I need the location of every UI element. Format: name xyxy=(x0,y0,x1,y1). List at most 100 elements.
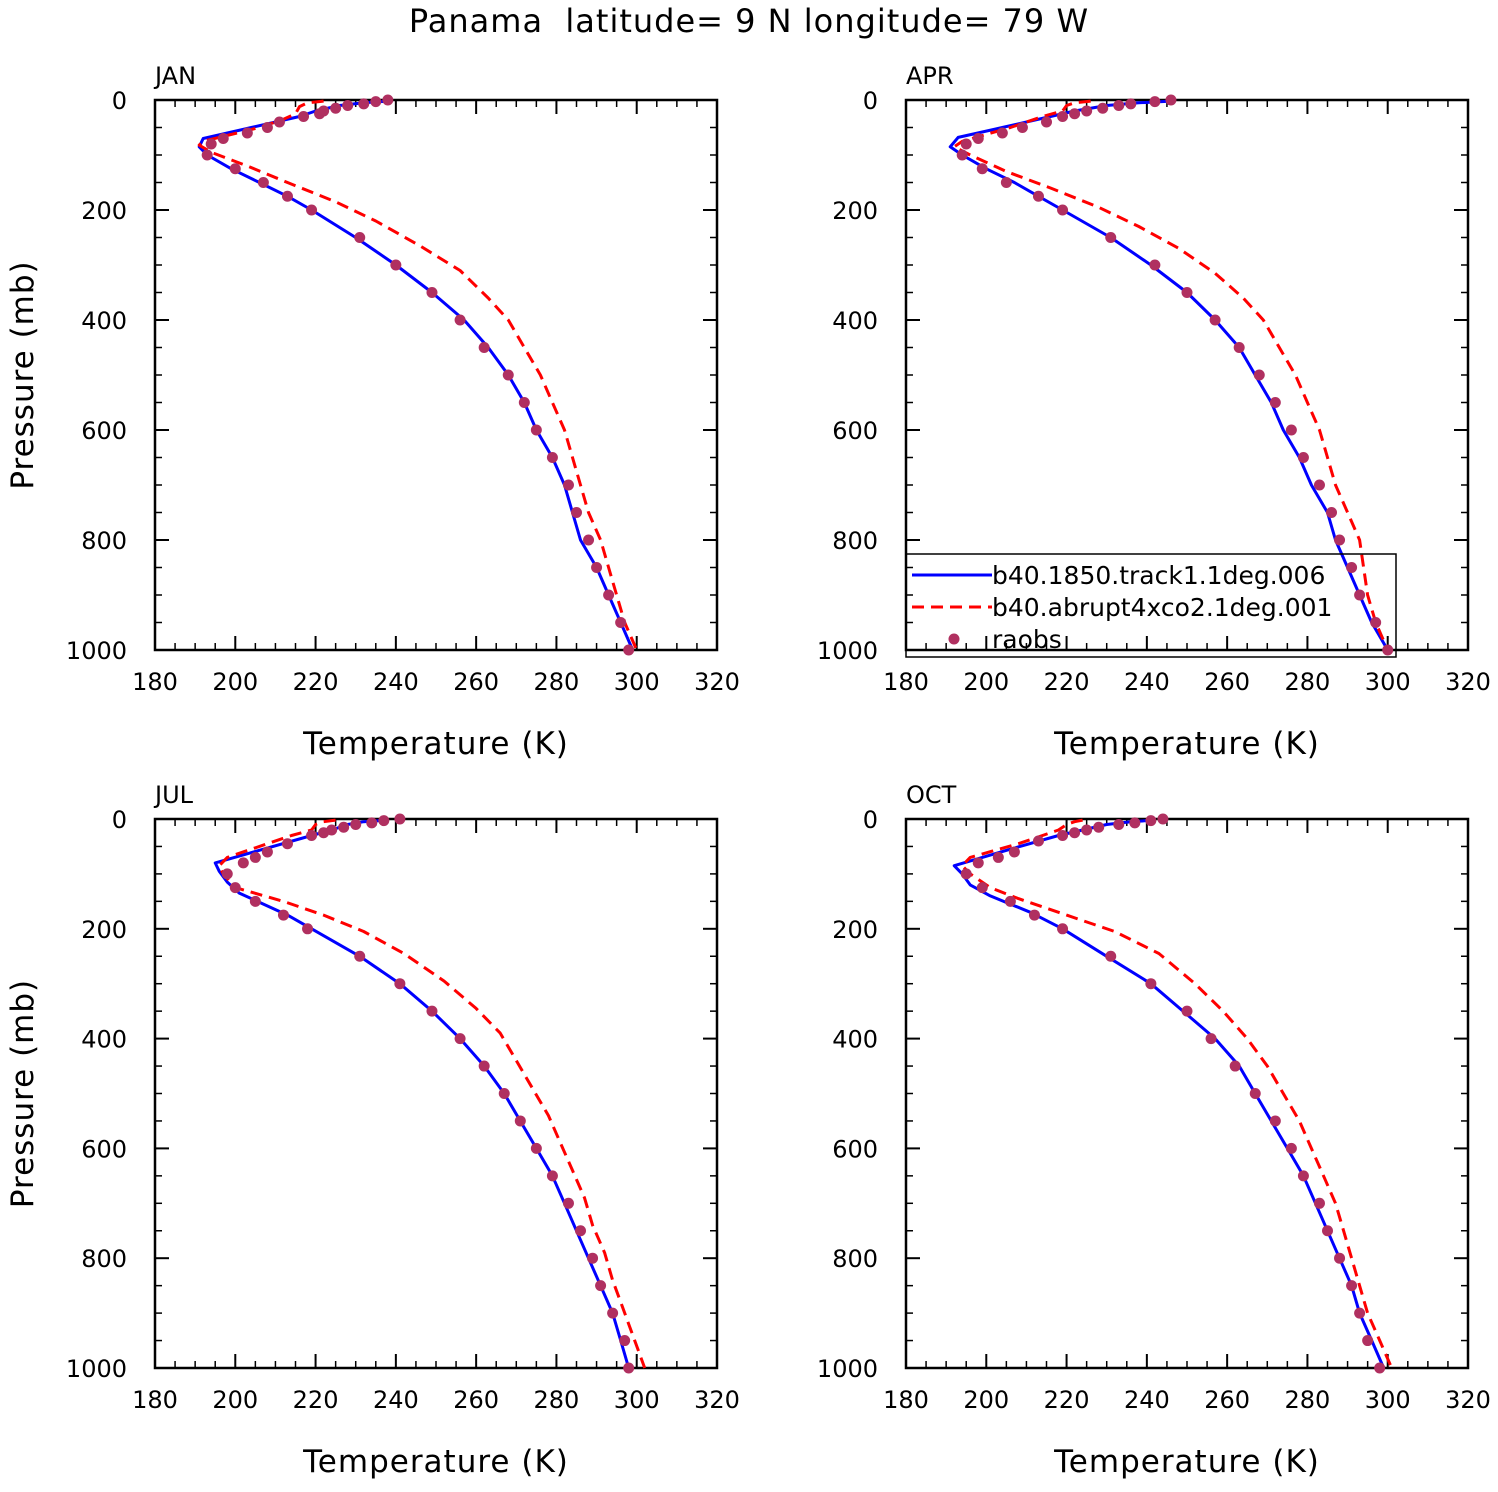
raobs-point xyxy=(229,882,241,894)
raobs-point xyxy=(358,98,370,110)
raobs-point xyxy=(354,950,366,962)
raobs-point xyxy=(960,868,972,880)
raobs-point xyxy=(221,868,233,880)
x-tick-label: 200 xyxy=(963,1386,1009,1414)
raobs-point xyxy=(972,133,984,144)
raobs-point xyxy=(1149,96,1161,108)
raobs-point xyxy=(394,978,406,990)
raobs-point xyxy=(249,895,261,907)
raobs-point xyxy=(237,857,249,869)
raobs-point xyxy=(1285,424,1297,436)
raobs-point xyxy=(318,827,330,839)
x-axis-label: Temperature (K) xyxy=(1053,726,1320,762)
raobs-point xyxy=(615,617,627,628)
raobs-point xyxy=(1285,1142,1297,1154)
raobs-point xyxy=(1354,589,1366,601)
raobs-point xyxy=(1165,94,1177,106)
x-tick-label: 280 xyxy=(534,668,580,696)
raobs-point xyxy=(454,1033,466,1045)
raobs-point xyxy=(1249,1088,1261,1099)
y-axis-label: Pressure (mb) xyxy=(5,260,41,489)
raobs-point xyxy=(1032,190,1044,202)
raobs-point xyxy=(1057,923,1069,935)
raobs-point xyxy=(976,882,988,894)
y-tick-label: 0 xyxy=(863,87,878,115)
panel-oct: 180 200 220 240 260 280 300 320 0 200 400 600 800 100… xyxy=(817,781,1491,1480)
raobs-point xyxy=(498,1088,510,1099)
raobs-point xyxy=(1004,895,1016,907)
raobs-point xyxy=(277,909,289,921)
raobs-point xyxy=(1145,978,1157,990)
raobs-point xyxy=(1209,314,1221,326)
raobs-point xyxy=(390,259,402,271)
y-tick-label: 800 xyxy=(81,1245,127,1273)
raobs-point xyxy=(205,138,217,150)
raobs-point xyxy=(1370,617,1382,628)
y-tick-label: 200 xyxy=(81,916,127,944)
x-tick-label: 180 xyxy=(883,1386,929,1414)
x-tick-label: 320 xyxy=(694,668,740,696)
panel-label: JUL xyxy=(153,781,194,809)
raobs-point xyxy=(960,138,972,150)
raobs-point xyxy=(1125,98,1137,110)
y-tick-label: 0 xyxy=(112,87,127,115)
x-tick-label: 180 xyxy=(132,668,178,696)
x-tick-label: 200 xyxy=(212,1386,258,1414)
y-tick-label: 1000 xyxy=(817,637,878,665)
panel-label: APR xyxy=(906,62,954,90)
raobs-point xyxy=(354,232,366,243)
raobs-point xyxy=(330,102,342,114)
raobs-point xyxy=(583,534,595,546)
raobs-point xyxy=(1105,950,1117,962)
x-axis-label: Temperature (K) xyxy=(302,1444,569,1480)
raobs-point xyxy=(502,369,514,381)
raobs-point xyxy=(1145,815,1157,827)
x-tick-label: 200 xyxy=(963,668,1009,696)
y-tick-label: 800 xyxy=(832,527,878,555)
raobs-point xyxy=(1041,116,1052,128)
x-tick-label: 200 xyxy=(212,668,258,696)
x-tick-label: 240 xyxy=(1124,1386,1170,1414)
x-axis-label: Temperature (K) xyxy=(302,726,569,762)
raobs-point xyxy=(229,163,241,175)
raobs-point xyxy=(1269,397,1281,408)
raobs-point xyxy=(1057,829,1069,841)
y-tick-label: 1000 xyxy=(66,637,127,665)
y-tick-label: 1000 xyxy=(817,1355,878,1383)
abrupt-series-line xyxy=(952,99,1390,651)
y-tick-label: 200 xyxy=(81,197,127,225)
raobs-point xyxy=(1032,835,1044,847)
x-tick-label: 300 xyxy=(614,668,660,696)
x-tick-label: 260 xyxy=(1204,668,1250,696)
legend-label: b40.abrupt4xco2.1deg.001 xyxy=(992,593,1332,622)
raobs-point xyxy=(302,923,314,935)
raobs-point xyxy=(546,1170,558,1182)
raobs-point xyxy=(1297,1170,1309,1182)
y-tick-label: 600 xyxy=(81,417,127,445)
x-tick-label: 280 xyxy=(1285,668,1331,696)
y-tick-label: 200 xyxy=(832,197,878,225)
raobs-point xyxy=(607,1307,619,1319)
raobs-point xyxy=(366,817,378,829)
raobs-point xyxy=(1334,534,1346,546)
y-tick-label: 1000 xyxy=(66,1355,127,1383)
x-tick-label: 320 xyxy=(694,1386,740,1414)
x-tick-label: 220 xyxy=(293,668,339,696)
raobs-point xyxy=(562,479,574,491)
raobs-point xyxy=(603,589,615,601)
raobs-point xyxy=(1181,1005,1193,1017)
control-series-line xyxy=(952,818,1386,1369)
y-tick-label: 600 xyxy=(832,417,878,445)
raobs-point xyxy=(992,851,1004,863)
raobs-point xyxy=(1093,821,1105,833)
x-tick-label: 300 xyxy=(1365,668,1411,696)
raobs-point xyxy=(1008,846,1020,858)
raobs-point xyxy=(1028,909,1040,921)
raobs-point xyxy=(1113,818,1125,830)
raobs-point xyxy=(518,397,530,408)
raobs-point xyxy=(281,838,293,850)
raobs-point xyxy=(619,1335,631,1347)
raobs-point xyxy=(1374,1362,1386,1374)
panel-label: JAN xyxy=(153,62,196,90)
